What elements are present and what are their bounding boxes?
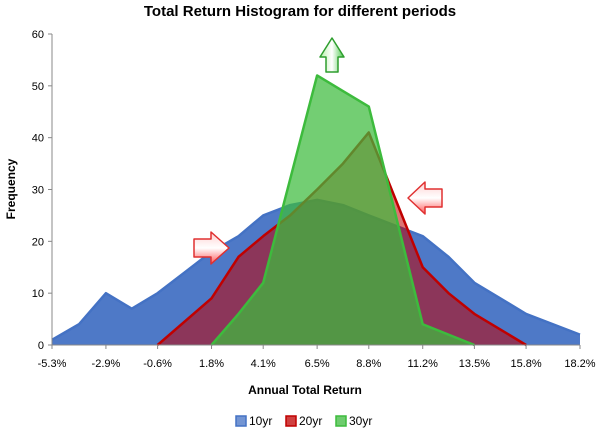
legend-item-30yr: 30yr [335,414,372,428]
x-axis-ticks: -5.3% -2.9% -0.6% 1.8% 4.1% 6.5% 8.8% 11.2% 13.5… [38,345,596,370]
series-30yr [210,74,475,347]
arrow-left-icon [407,181,443,215]
y-axis-ticks: 0 10 20 30 40 50 60 [32,29,52,352]
y-tick-label: 30 [32,185,44,197]
x-tick-label: -5.3% [38,358,67,370]
x-tick-label: 8.8% [356,358,381,370]
y-tick-label: 20 [32,236,44,248]
y-tick-label: 10 [32,288,44,300]
x-tick-label: 4.1% [251,358,276,370]
x-tick-label: -2.9% [92,358,121,370]
x-tick-label: 18.2% [564,358,595,370]
series-layer [51,74,581,347]
y-axis-title: Frequency [4,158,18,219]
legend-item-20yr: 20yr [285,414,322,428]
legend-swatch [235,415,247,427]
legend: 10yr 20yr 30yr [235,414,372,428]
x-tick-label: 13.5% [459,358,490,370]
legend-label: 20yr [299,414,322,428]
x-tick-label: 6.5% [305,358,330,370]
legend-swatch [285,415,297,427]
y-tick-label: 40 [32,133,44,145]
x-tick-label: -0.6% [143,358,172,370]
arrow-right-icon [193,231,230,265]
area-30yr [211,75,475,345]
legend-swatch [335,415,347,427]
y-tick-label: 60 [32,29,44,41]
arrow-up-icon [319,37,345,73]
x-tick-label: 15.8% [510,358,541,370]
y-tick-label: 0 [38,340,44,352]
line-30yr [210,74,475,347]
legend-item-10yr: 10yr [235,414,272,428]
legend-label: 30yr [349,414,372,428]
chart-title: Total Return Histogram for different per… [144,3,456,20]
legend-label: 10yr [249,414,272,428]
x-axis-title: Annual Total Return [248,383,362,397]
x-tick-label: 11.2% [408,358,439,370]
x-tick-label: 1.8% [199,358,224,370]
y-tick-label: 50 [32,81,44,93]
